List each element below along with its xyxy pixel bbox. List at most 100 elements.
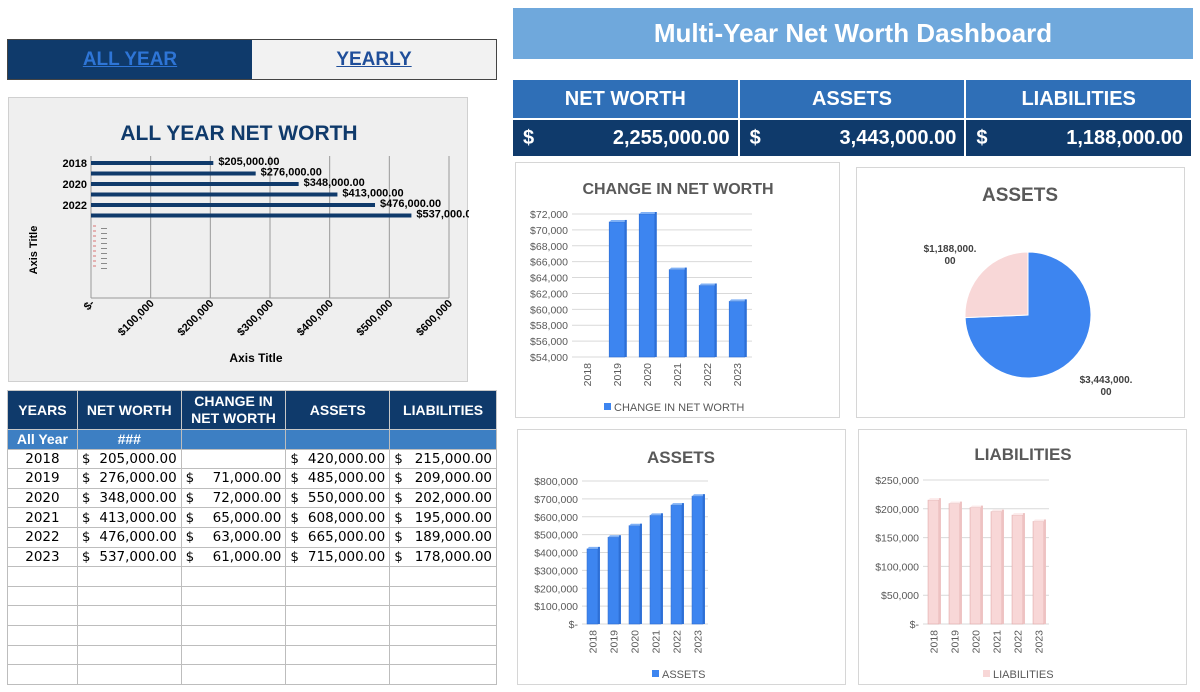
- empty-cell[interactable]: [180, 624, 287, 646]
- kpi-net-worth-value-cell[interactable]: $ 2,255,000.00: [513, 118, 740, 156]
- empty-cell[interactable]: [285, 664, 391, 685]
- cell-net-worth[interactable]: $276,000.00: [76, 468, 182, 489]
- cell-assets[interactable]: $420,000.00: [285, 448, 391, 470]
- cell-liabilities[interactable]: $202,000.00: [389, 487, 497, 509]
- tab-all-year[interactable]: ALL YEAR: [8, 40, 252, 79]
- empty-cell[interactable]: [285, 644, 391, 666]
- kpi-liabilities-value-cell[interactable]: $ 1,188,000.00: [966, 118, 1193, 156]
- cell-liabilities[interactable]: $215,000.00: [389, 448, 497, 470]
- empty-cell[interactable]: [7, 644, 78, 666]
- empty-cell[interactable]: [285, 585, 391, 607]
- cell-liabilities[interactable]: $209,000.00: [389, 468, 497, 489]
- amount: 178,000.00: [414, 548, 492, 565]
- cell-year[interactable]: 2019: [7, 468, 78, 489]
- cell-change[interactable]: [180, 448, 287, 470]
- empty-cell[interactable]: [285, 624, 391, 646]
- empty-cell[interactable]: [180, 644, 287, 666]
- assets-bar-svg: ASSETS $- $100,000 $200,000 $300,000 $400,000…: [534, 448, 715, 681]
- tab-yearly[interactable]: YEARLY: [252, 40, 496, 79]
- bar-top: [729, 299, 747, 302]
- bar-top: [699, 283, 717, 286]
- chart-title: ASSETS: [982, 185, 1058, 206]
- cell-assets[interactable]: $665,000.00: [285, 526, 391, 548]
- cell-liabilities[interactable]: $178,000.00: [389, 546, 497, 568]
- kpi-net-worth-label: NET WORTH: [513, 80, 740, 118]
- empty-cell[interactable]: [7, 605, 78, 626]
- bar: [728, 301, 746, 358]
- empty-cell[interactable]: [389, 585, 497, 607]
- empty-cell[interactable]: [76, 585, 182, 607]
- view-tab-bar: ALL YEAR YEARLY: [7, 39, 497, 80]
- y-tick-label: 2020: [63, 179, 87, 191]
- empty-cell[interactable]: [76, 664, 182, 685]
- x-tick-label: 2021: [672, 363, 684, 387]
- y-tick-label: $64,000: [530, 273, 568, 285]
- cell-all-year-net-worth[interactable]: ###: [76, 429, 182, 450]
- bar-side: [1043, 519, 1046, 624]
- cell-change[interactable]: $72,000.00: [180, 487, 287, 509]
- cell-assets[interactable]: $608,000.00: [285, 507, 391, 528]
- empty-cell[interactable]: [389, 644, 497, 666]
- cell-net-worth[interactable]: $537,000.00: [76, 546, 182, 568]
- cell-liabilities[interactable]: $195,000.00: [389, 507, 497, 528]
- empty-cell[interactable]: [76, 624, 182, 646]
- cell-year[interactable]: 2023: [7, 546, 78, 568]
- kpi-assets-value-cell[interactable]: $ 3,443,000.00: [739, 118, 967, 156]
- y-tick-label: $100,000: [534, 601, 578, 613]
- cell-year[interactable]: 2021: [7, 507, 78, 528]
- cell-net-worth[interactable]: $476,000.00: [76, 526, 182, 548]
- empty-cell[interactable]: [180, 605, 287, 626]
- axis-marker-label: —: [101, 231, 107, 237]
- cell-all-year-liabilities[interactable]: [389, 429, 497, 450]
- axis-marker-label: —: [101, 261, 107, 267]
- currency-symbol: $: [394, 490, 403, 507]
- cell-liabilities[interactable]: $189,000.00: [389, 526, 497, 548]
- empty-cell[interactable]: [7, 624, 78, 646]
- y-tick-label: 2022: [63, 200, 87, 212]
- cell-change[interactable]: $63,000.00: [180, 526, 287, 548]
- empty-cell[interactable]: [180, 566, 287, 587]
- cell-change[interactable]: $65,000.00: [180, 507, 287, 528]
- cell-year[interactable]: 2022: [7, 526, 78, 548]
- cell-all-year-change[interactable]: [180, 429, 287, 450]
- empty-cell[interactable]: [76, 566, 182, 587]
- cell-assets[interactable]: $485,000.00: [285, 468, 391, 489]
- cell-net-worth[interactable]: $413,000.00: [76, 507, 182, 528]
- cell-assets[interactable]: $550,000.00: [285, 487, 391, 509]
- cell-change[interactable]: $71,000.00: [180, 468, 287, 489]
- assets-pie-svg: ASSETS$3,443,000. 00$1,188,000. 00: [924, 185, 1133, 398]
- bar: [91, 213, 412, 218]
- empty-cell[interactable]: [285, 605, 391, 626]
- empty-cell[interactable]: [389, 664, 497, 685]
- cell-all-year-assets[interactable]: [285, 429, 391, 450]
- liabilities-bar-svg: LIABILITIES $- $50,000 $100,000 $150,000 $200…: [875, 445, 1071, 681]
- empty-cell[interactable]: [389, 605, 497, 626]
- cell-all-year-label[interactable]: All Year: [7, 429, 78, 450]
- empty-cell[interactable]: [389, 624, 497, 646]
- cell-net-worth[interactable]: $348,000.00: [76, 487, 182, 509]
- empty-cell[interactable]: [180, 585, 287, 607]
- empty-cell[interactable]: [76, 605, 182, 626]
- y-tick-label: $56,000: [530, 336, 568, 348]
- liabilities-bar-card: LIABILITIES $- $50,000 $100,000 $150,000 $200…: [858, 429, 1187, 685]
- cell-change[interactable]: $61,000.00: [180, 546, 287, 568]
- empty-cell[interactable]: [180, 664, 287, 685]
- empty-cell[interactable]: [285, 566, 391, 587]
- empty-cell[interactable]: [76, 644, 182, 666]
- empty-cell[interactable]: [7, 664, 78, 685]
- change-in-net-worth-card: CHANGE IN NET WORTH $54,000 $56,000 $58,000…: [515, 162, 840, 418]
- y-tick-label: $-: [569, 619, 579, 631]
- bar-top: [991, 509, 1004, 512]
- table-row: 2018 $205,000.00 $420,000.00 $215,000.00: [7, 448, 497, 470]
- empty-cell[interactable]: [7, 566, 78, 587]
- empty-cell[interactable]: [389, 566, 497, 587]
- cell-year[interactable]: 2018: [7, 448, 78, 470]
- cell-net-worth[interactable]: $205,000.00: [76, 448, 182, 470]
- x-tick-label: $500,000: [355, 298, 396, 339]
- amount: 550,000.00: [307, 490, 386, 507]
- empty-cell[interactable]: [7, 585, 78, 607]
- cell-assets[interactable]: $715,000.00: [285, 546, 391, 568]
- cell-year[interactable]: 2020: [7, 487, 78, 509]
- bar: [628, 525, 641, 625]
- amount: 476,000.00: [99, 529, 177, 546]
